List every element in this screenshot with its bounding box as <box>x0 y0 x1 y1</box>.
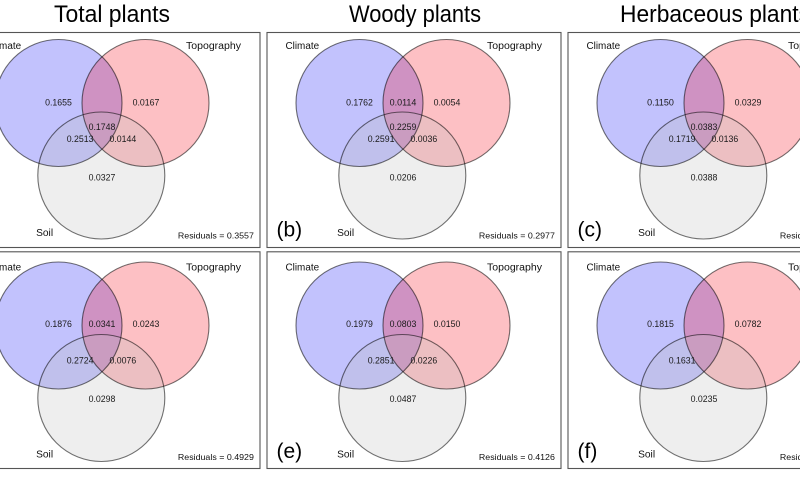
svg-text:0.1815: 0.1815 <box>647 319 674 330</box>
svg-text:Woody plants: Woody plants <box>349 1 481 28</box>
svg-text:0.1748: 0.1748 <box>89 122 116 133</box>
svg-text:Climate: Climate <box>587 41 621 52</box>
svg-text:0.0782: 0.0782 <box>735 319 762 330</box>
svg-text:Herbaceous plants: Herbaceous plants <box>620 1 800 28</box>
svg-text:Soil: Soil <box>36 228 53 239</box>
svg-text:0.0054: 0.0054 <box>434 97 461 108</box>
svg-text:0.1719: 0.1719 <box>669 134 696 145</box>
svg-text:0.0136: 0.0136 <box>712 134 739 145</box>
svg-text:0.0388: 0.0388 <box>691 173 718 184</box>
svg-text:0.2724: 0.2724 <box>67 356 94 367</box>
svg-text:Climate: Climate <box>0 262 22 273</box>
svg-text:0.1762: 0.1762 <box>346 97 373 108</box>
svg-text:0.0803: 0.0803 <box>390 319 417 330</box>
svg-text:0.0327: 0.0327 <box>89 173 116 184</box>
svg-text:Climate: Climate <box>0 41 22 52</box>
svg-text:0.0114: 0.0114 <box>390 97 417 108</box>
svg-text:Soil: Soil <box>36 450 53 461</box>
svg-text:0.2259: 0.2259 <box>390 122 417 133</box>
svg-text:0.2513: 0.2513 <box>67 134 94 145</box>
svg-text:Soil: Soil <box>337 450 354 461</box>
svg-text:0.0076: 0.0076 <box>110 356 137 367</box>
svg-text:0.0243: 0.0243 <box>133 319 160 330</box>
svg-text:Topography: Topography <box>487 262 542 273</box>
svg-text:0.0383: 0.0383 <box>691 122 718 133</box>
svg-text:Climate: Climate <box>286 262 320 273</box>
svg-text:Residuals = 0.4000: Residuals = 0.4000 <box>780 452 800 462</box>
svg-text:0.0036: 0.0036 <box>411 134 438 145</box>
svg-text:0.0341: 0.0341 <box>89 319 116 330</box>
svg-text:0.2851: 0.2851 <box>368 356 395 367</box>
svg-text:Residuals = 0.4126: Residuals = 0.4126 <box>479 452 555 462</box>
svg-text:(c): (c) <box>578 218 603 241</box>
svg-text:Residuals = 0.3233: Residuals = 0.3233 <box>780 231 800 241</box>
svg-text:Climate: Climate <box>286 41 320 52</box>
svg-text:Residuals = 0.2977: Residuals = 0.2977 <box>479 231 555 241</box>
svg-text:Soil: Soil <box>337 228 354 239</box>
svg-text:0.1150: 0.1150 <box>647 97 674 108</box>
svg-text:0.0226: 0.0226 <box>411 356 438 367</box>
svg-text:0.0329: 0.0329 <box>735 97 762 108</box>
svg-text:Soil: Soil <box>638 228 655 239</box>
svg-text:0.1631: 0.1631 <box>669 356 696 367</box>
svg-text:0.1876: 0.1876 <box>45 319 72 330</box>
svg-text:Residuals = 0.4929: Residuals = 0.4929 <box>178 452 254 462</box>
svg-text:0.1979: 0.1979 <box>346 319 373 330</box>
svg-text:Total plants: Total plants <box>54 1 170 28</box>
svg-text:0.0487: 0.0487 <box>390 394 417 405</box>
svg-text:Soil: Soil <box>638 450 655 461</box>
svg-text:0.2591: 0.2591 <box>368 134 395 145</box>
svg-text:(f): (f) <box>578 440 598 463</box>
svg-text:(e): (e) <box>277 440 303 463</box>
svg-text:Residuals = 0.3557: Residuals = 0.3557 <box>178 231 254 241</box>
svg-text:0.0144: 0.0144 <box>110 134 137 145</box>
svg-text:0.1655: 0.1655 <box>45 97 72 108</box>
svg-text:Topography: Topography <box>186 262 241 273</box>
svg-text:Climate: Climate <box>587 262 621 273</box>
svg-text:0.0167: 0.0167 <box>133 97 160 108</box>
svg-text:Topography: Topography <box>788 41 800 52</box>
svg-text:0.0206: 0.0206 <box>390 173 417 184</box>
svg-text:Topography: Topography <box>788 262 800 273</box>
svg-text:Topography: Topography <box>487 41 542 52</box>
svg-text:(b): (b) <box>277 218 303 241</box>
svg-text:0.0235: 0.0235 <box>691 394 718 405</box>
svg-text:Topography: Topography <box>186 41 241 52</box>
svg-text:0.0150: 0.0150 <box>434 319 461 330</box>
svg-text:0.0298: 0.0298 <box>89 394 116 405</box>
